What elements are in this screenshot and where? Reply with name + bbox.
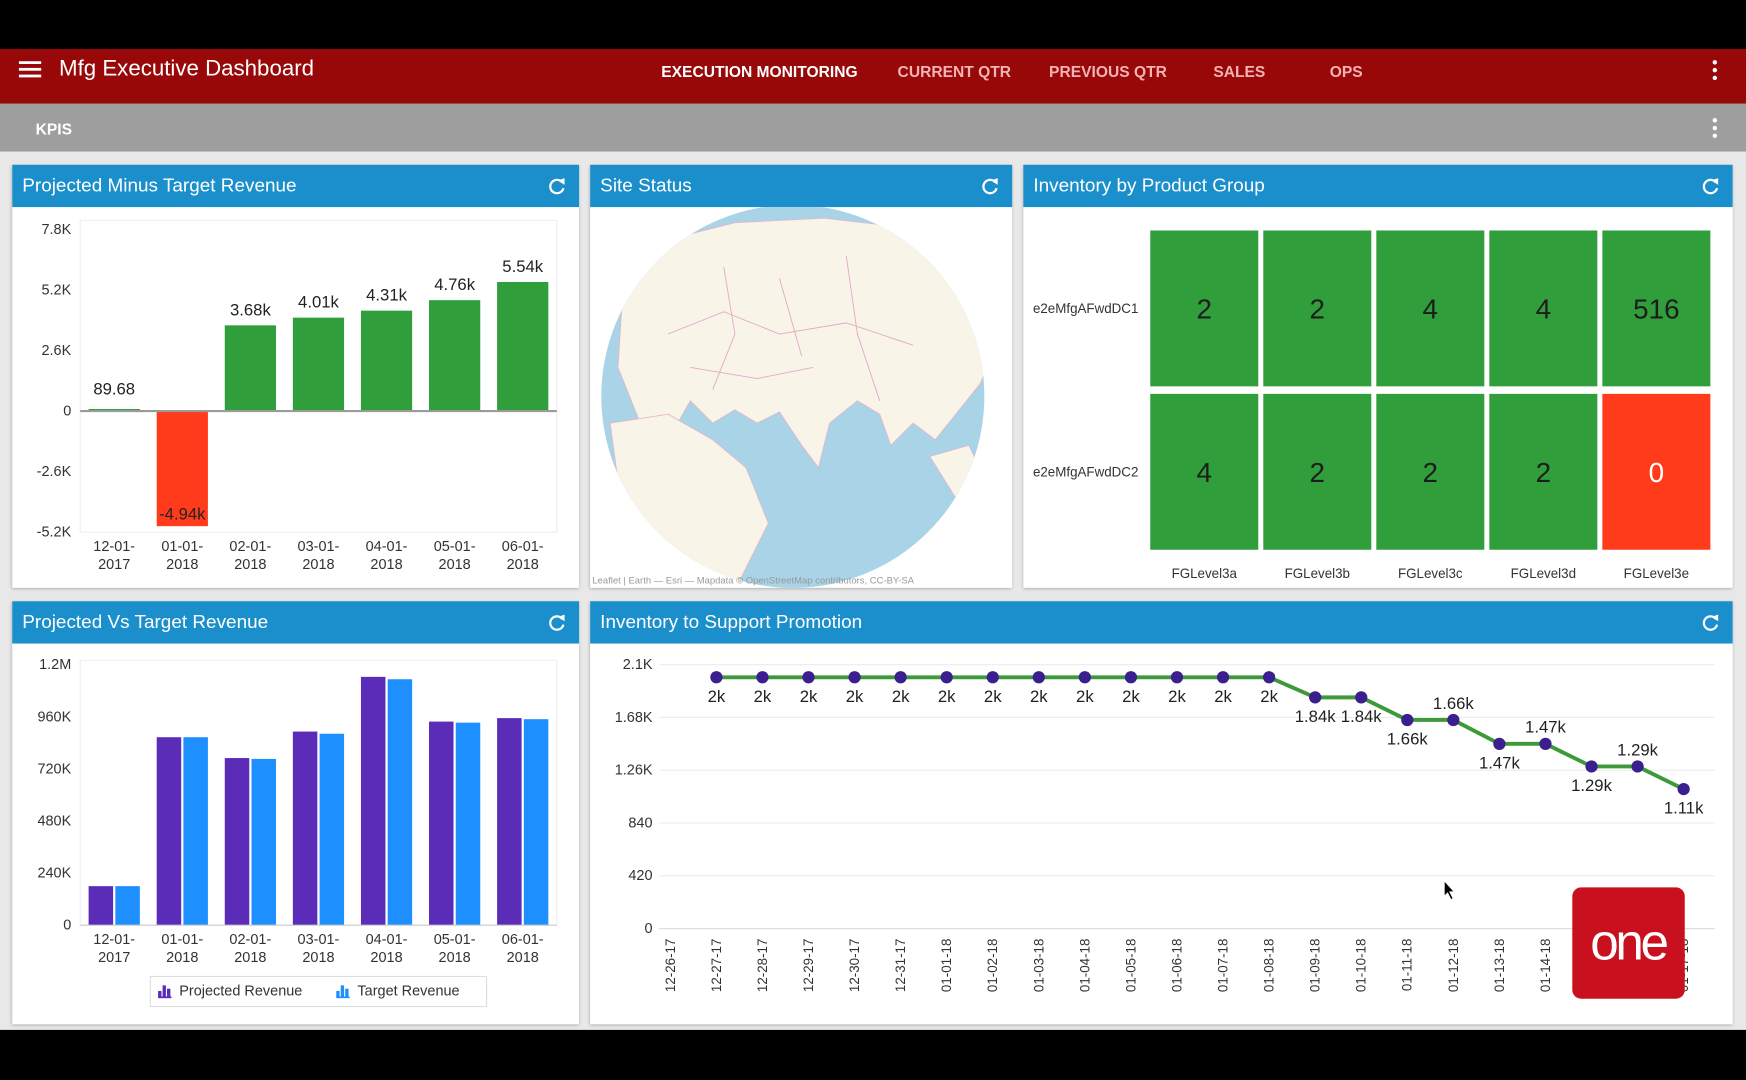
app-title: Mfg Executive Dashboard	[59, 56, 315, 82]
nav-tab[interactable]: CURRENT QTR	[897, 62, 1012, 81]
panel: Inventory by Product Group	[1023, 164, 1733, 588]
x-tick-label: 05-01-2018	[433, 930, 476, 966]
nav-tab[interactable]: PREVIOUS QTR	[1049, 62, 1167, 81]
app-bar	[0, 48, 1746, 104]
kpi-bar	[0, 103, 1746, 152]
x-tick-label: 03-01-2018	[297, 537, 340, 573]
x-tick-label: 04-01-2018	[365, 930, 408, 966]
x-tick-label: 01-01-2018	[161, 537, 204, 573]
x-tick-label: 02-01-2018	[229, 537, 272, 573]
panel-title: Inventory by Product Group	[1023, 164, 1733, 208]
kpi-title: KPIS	[35, 120, 73, 139]
x-tick-label: 05-01-2018	[433, 537, 476, 573]
nav-tab[interactable]: SALES	[1213, 62, 1266, 81]
panel-title: Site Status	[590, 164, 1013, 208]
more-menu[interactable]	[1708, 59, 1721, 81]
x-tick-label: 12-01-2017	[93, 930, 136, 966]
panel: Projected Minus Target Revenue	[12, 164, 580, 588]
nav-tab[interactable]: OPS	[1329, 62, 1363, 81]
x-tick-label: 01-01-2018	[161, 930, 204, 966]
panel-title: Projected Vs Target Revenue	[12, 601, 580, 644]
panel-title: Inventory to Support Promotion	[590, 601, 1733, 644]
panel: Site Status	[590, 164, 1013, 588]
x-tick-label: 03-01-2018	[297, 930, 340, 966]
kpi-menu[interactable]	[1708, 117, 1721, 139]
x-tick-label: 12-01-2017	[93, 537, 136, 573]
panel: Inventory to Support Promotion	[590, 601, 1733, 1025]
x-tick-label: 02-01-2018	[229, 930, 272, 966]
panel-title: Projected Minus Target Revenue	[12, 164, 580, 208]
x-tick-label: 06-01-2018	[501, 930, 544, 966]
menu-button[interactable]	[18, 59, 42, 79]
x-tick-label: 04-01-2018	[365, 537, 408, 573]
nav-tab[interactable]: EXECUTION MONITORING	[661, 62, 858, 81]
x-tick-label: 06-01-2018	[501, 537, 544, 573]
